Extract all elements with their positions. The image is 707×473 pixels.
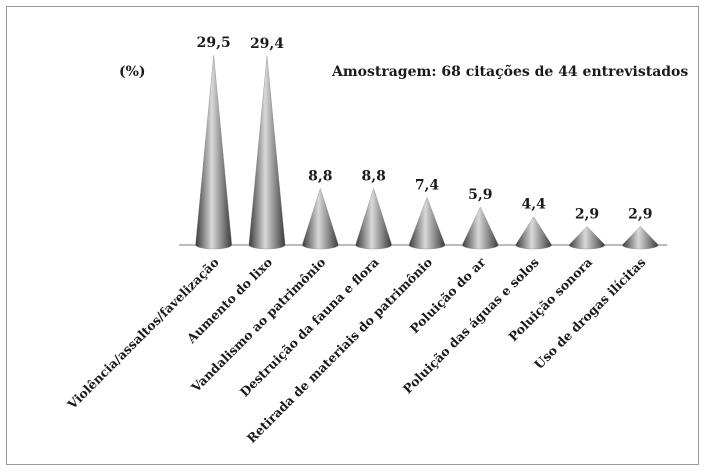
cone-bar <box>515 216 553 250</box>
cone-body <box>515 216 553 250</box>
chart-frame: 29,5 29,4 8,8 8,8 7,4 5,9 4,4 2,9 2,9 Violência/… <box>6 6 699 465</box>
cone-body <box>461 206 499 250</box>
value-label: 8,8 <box>361 168 385 184</box>
cone-bar <box>301 187 339 250</box>
cone-bar <box>621 226 659 250</box>
cone-bar <box>248 55 286 250</box>
cone-bar <box>355 187 393 250</box>
value-label: 29,5 <box>197 35 231 51</box>
cone-body <box>621 226 659 250</box>
sample-annotation: Amostragem: 68 citações de 44 entrevista… <box>331 63 688 80</box>
value-label: 2,9 <box>575 206 599 222</box>
cone-bar <box>461 206 499 250</box>
cone-bar-chart: 29,5 29,48,8 8,87,45,94,42,9 2,9 Violência/… <box>64 35 689 446</box>
cone-bar <box>568 226 606 250</box>
y-unit-label: (%) <box>119 64 146 80</box>
value-label: 5,9 <box>468 187 492 203</box>
value-label: 4,4 <box>521 197 546 213</box>
value-label: 8,8 <box>308 168 332 184</box>
value-label: 7,4 <box>415 177 440 193</box>
value-label: 29,4 <box>250 36 284 52</box>
cone-body <box>195 55 233 250</box>
category-label: Retirada de materiais do patrimônio <box>244 255 435 446</box>
cone-body <box>301 187 339 250</box>
cone-body <box>408 196 446 250</box>
cone-bar <box>408 196 446 250</box>
cone-body <box>248 55 286 250</box>
cone-bar <box>195 55 233 250</box>
cone-body <box>355 187 393 250</box>
category-label: Uso de drogas ilícitas <box>531 255 648 372</box>
value-label: 2,9 <box>628 206 652 222</box>
cone-body <box>568 226 606 250</box>
